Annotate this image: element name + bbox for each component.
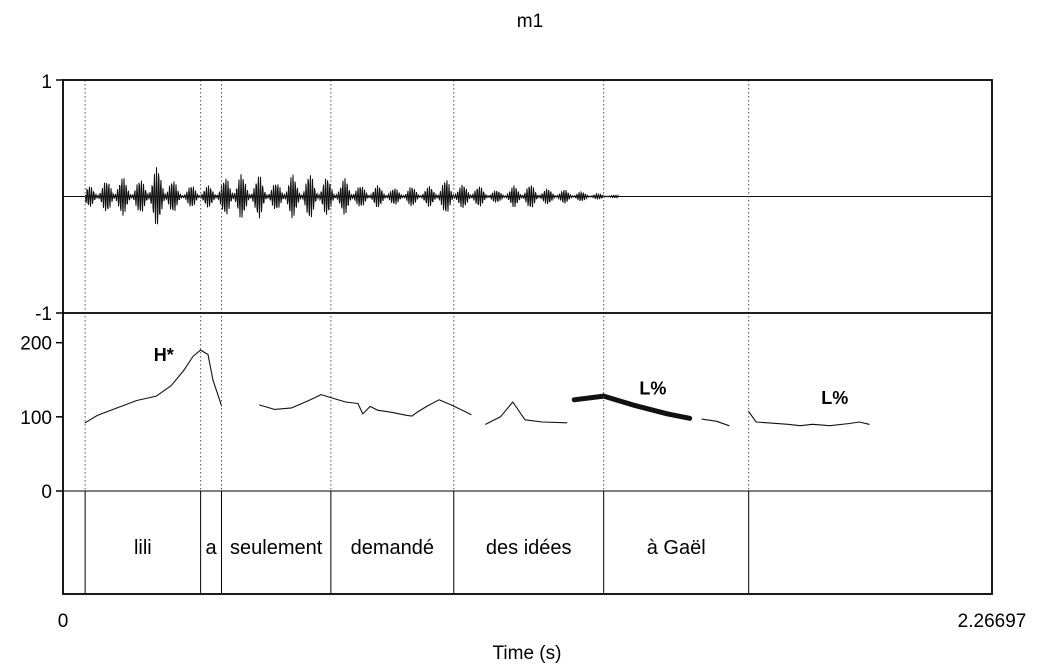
word-label: à Gaël: [647, 537, 706, 559]
x-tick-end: 2.26697: [958, 611, 1027, 632]
pitch-contour: [259, 394, 472, 417]
pitch-contour: [748, 411, 870, 427]
word-label: a: [206, 537, 218, 559]
word-tier: lili a seulement demandé des idées à Gaël: [134, 537, 706, 559]
pitch-contour-bold: [571, 393, 693, 421]
pitch-y-tick-label: 100: [20, 408, 52, 429]
word-label: demandé: [351, 537, 434, 559]
waveform-y-max-label: 1: [41, 72, 52, 93]
waveform-y-min-label: -1: [35, 304, 52, 325]
pitch-panel: 0 100 200 H* L% L%: [20, 334, 992, 503]
pitch-contour: [701, 418, 730, 427]
waveform-panel: 1 -1: [35, 72, 992, 325]
tone-annotation: L%: [821, 388, 848, 408]
word-label: des idées: [486, 537, 572, 559]
plot-frame: [62, 79, 993, 595]
pitch-y-tick-label: 200: [20, 334, 52, 355]
word-label: seulement: [230, 537, 323, 559]
pitch-y-tick-label: 0: [41, 482, 52, 503]
pitch-contour: [84, 349, 223, 424]
waveform-trace: [63, 167, 992, 225]
x-axis-label: Time (s): [493, 643, 562, 664]
tone-annotation: L%: [639, 379, 666, 399]
chart-title: m1: [517, 11, 543, 32]
word-label: lili: [134, 537, 152, 559]
tone-annotation: H*: [154, 345, 174, 365]
x-tick-start: 0: [58, 611, 69, 632]
pitch-contour: [485, 401, 568, 425]
